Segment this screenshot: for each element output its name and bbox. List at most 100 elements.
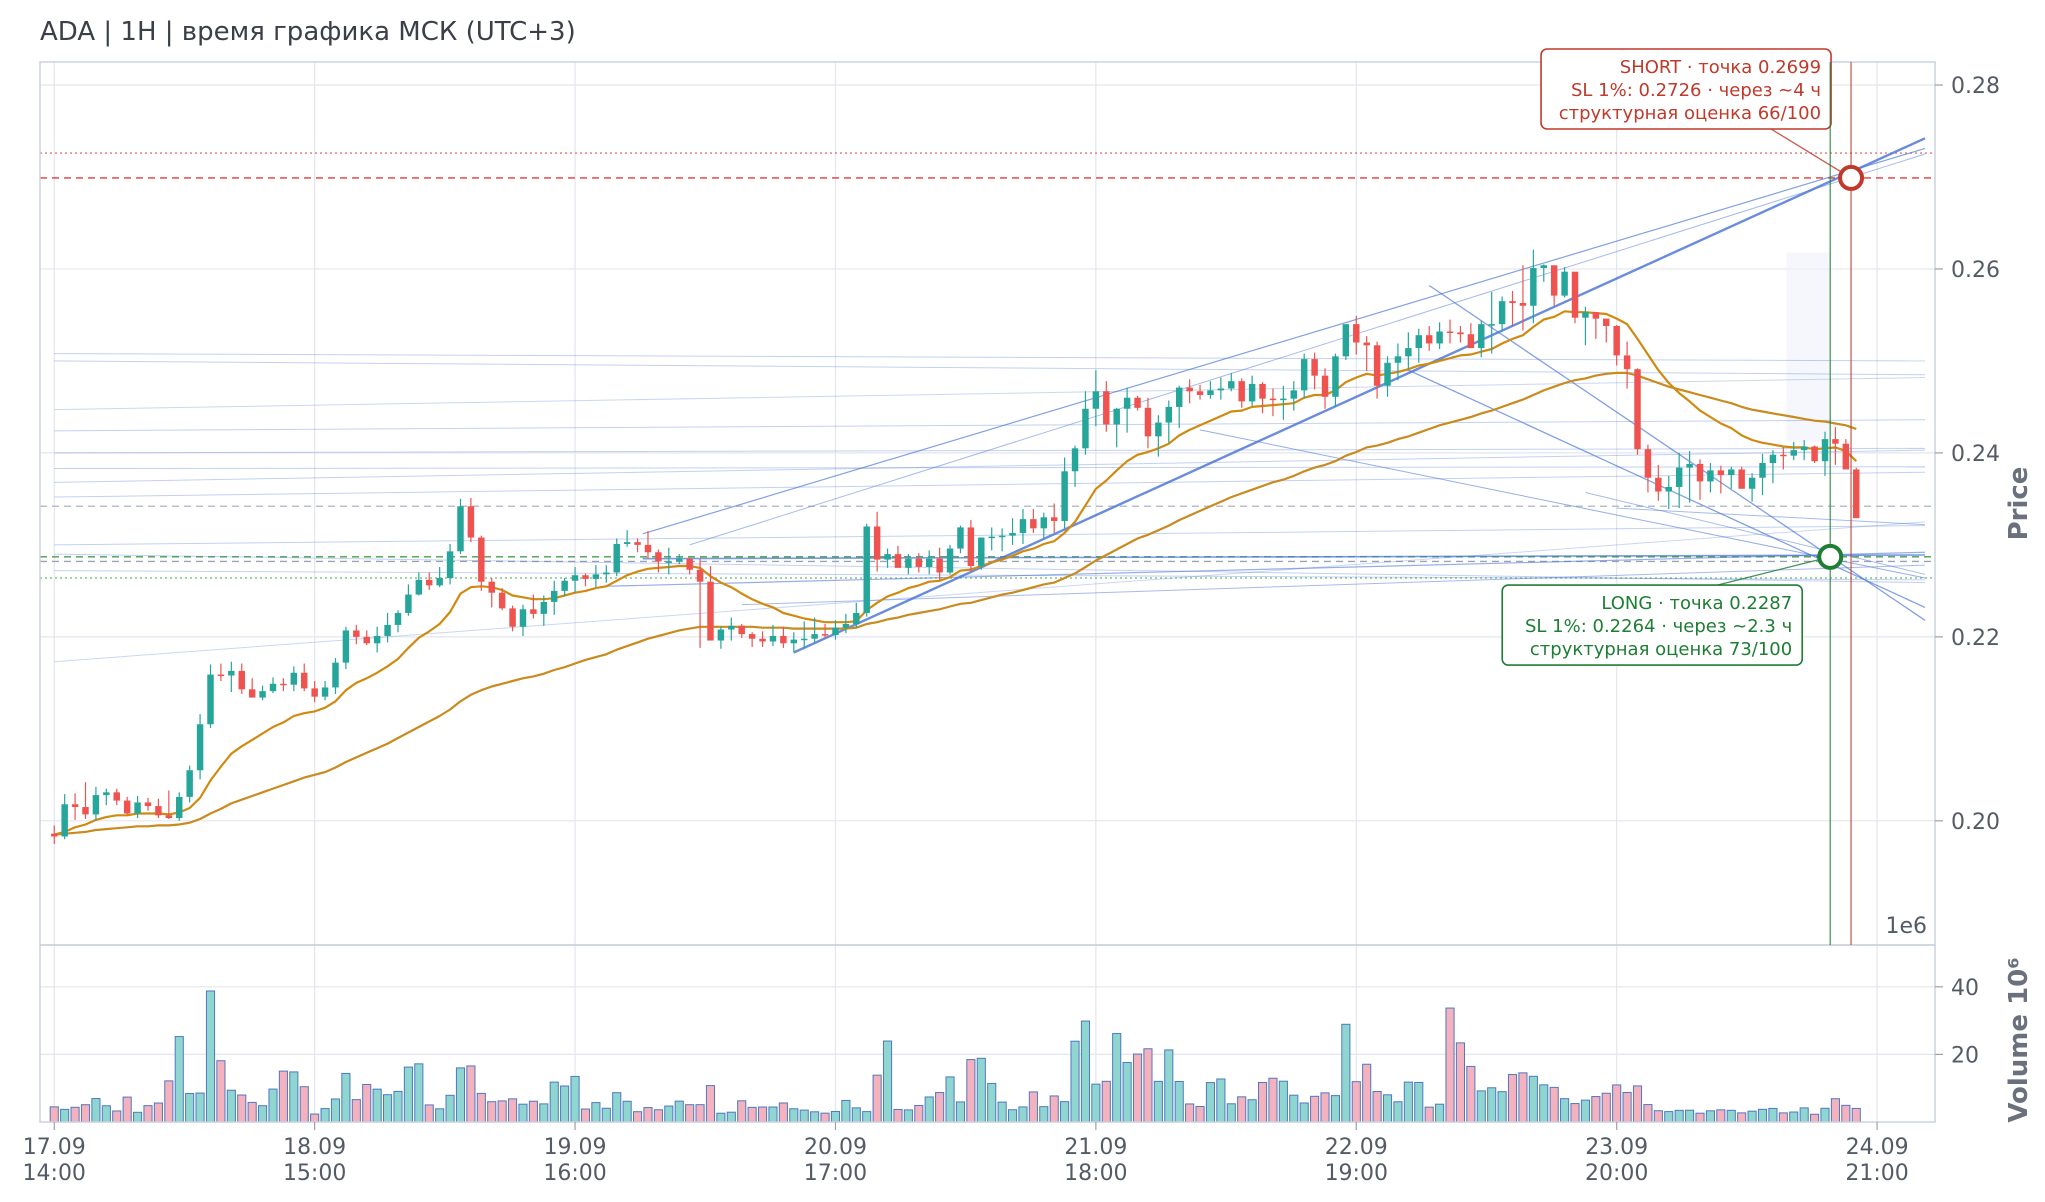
candle-body xyxy=(1217,388,1225,391)
candle xyxy=(853,602,860,628)
candle-body xyxy=(1728,469,1735,475)
candle-body xyxy=(978,537,985,567)
volume-bar xyxy=(1080,1020,1091,1123)
candle-body xyxy=(894,554,902,568)
volume-bar xyxy=(768,1106,778,1123)
volume-bar xyxy=(976,1057,986,1123)
price-axis-label: Price xyxy=(2004,467,2034,541)
candle-body xyxy=(780,635,787,644)
candle-body xyxy=(530,609,537,614)
long-callout-line: LONG · точка 0.2287 xyxy=(1601,593,1792,614)
volume-bar xyxy=(383,1094,393,1123)
candle-body xyxy=(301,672,308,689)
volume-bar xyxy=(258,1105,268,1123)
candle xyxy=(1707,463,1714,493)
volume-bar xyxy=(247,1101,257,1123)
candle-body xyxy=(92,795,100,815)
candle xyxy=(405,584,412,616)
volume-bar xyxy=(330,1098,341,1123)
candle xyxy=(530,594,537,619)
volume-bar xyxy=(1487,1087,1497,1123)
candle-body xyxy=(634,542,641,545)
candle xyxy=(457,498,464,555)
volume-bar xyxy=(299,1086,309,1123)
candle xyxy=(1259,382,1266,414)
candle-body xyxy=(488,581,495,593)
candle xyxy=(228,661,235,693)
candle xyxy=(1498,296,1506,332)
volume-bar xyxy=(164,1080,174,1123)
candle xyxy=(1811,445,1818,464)
candle-body xyxy=(884,554,891,560)
candle-body xyxy=(1071,448,1079,472)
volume-bar xyxy=(674,1100,684,1123)
candle-body xyxy=(176,796,183,819)
candle xyxy=(1717,465,1725,494)
volume-bar xyxy=(1164,1049,1174,1123)
candle xyxy=(936,547,943,580)
candle xyxy=(894,545,902,568)
volume-bar xyxy=(1143,1048,1153,1123)
short-callout-line: структурная оценка 66/100 xyxy=(1559,103,1821,124)
candle xyxy=(1071,445,1079,487)
candle-body xyxy=(603,572,610,575)
candle-body xyxy=(1603,318,1610,326)
candle-body xyxy=(228,670,235,676)
volume-bar xyxy=(1799,1107,1809,1123)
candle-body xyxy=(259,691,266,698)
candle-body xyxy=(842,623,850,628)
volume-bar xyxy=(351,1099,361,1123)
volume-bar xyxy=(101,1105,111,1123)
candle xyxy=(1790,441,1797,461)
trendline xyxy=(1585,491,1926,575)
volume-bar xyxy=(1570,1103,1580,1123)
candle xyxy=(1519,265,1527,331)
candle xyxy=(623,530,631,547)
candle-body xyxy=(1821,439,1829,462)
volume-bar xyxy=(757,1106,768,1123)
candle-body xyxy=(1373,345,1381,386)
candle xyxy=(1280,385,1287,420)
candle-body xyxy=(623,542,631,544)
candle xyxy=(103,788,110,806)
trendline xyxy=(54,376,1926,411)
trendline xyxy=(642,554,1926,560)
trendline xyxy=(1428,284,1926,621)
volume-bar xyxy=(1716,1109,1726,1123)
candle xyxy=(1342,324,1350,361)
candle-body xyxy=(71,804,79,808)
candle xyxy=(1353,315,1360,355)
candle xyxy=(248,678,256,698)
candle-body xyxy=(863,526,870,613)
price-panel-frame xyxy=(39,61,1936,946)
candle-body xyxy=(332,662,339,688)
volume-bar xyxy=(1132,1053,1143,1123)
candle-body xyxy=(467,506,475,538)
candle-body xyxy=(426,579,433,586)
candle-body xyxy=(248,689,256,698)
candle xyxy=(540,595,548,626)
candle xyxy=(71,793,79,820)
volume-bars xyxy=(49,990,1861,1123)
candle-body xyxy=(311,688,318,697)
price-tick-label: 0.24 xyxy=(1951,442,2000,467)
short-callout-line: SL 1%: 0.2726 · через ~4 ч xyxy=(1571,80,1821,101)
candle xyxy=(1415,328,1423,363)
candle-body xyxy=(1800,446,1808,451)
candle-body xyxy=(1165,406,1173,423)
candle xyxy=(811,617,818,643)
candle xyxy=(1759,453,1766,496)
volume-bar xyxy=(341,1072,351,1123)
volume-bar xyxy=(580,1108,591,1123)
candle-body xyxy=(290,672,298,685)
candle-body xyxy=(1644,449,1652,478)
candle xyxy=(155,798,162,819)
time-tick-date: 22.09 xyxy=(1325,1135,1388,1160)
candle xyxy=(1009,518,1016,545)
candle-body xyxy=(1248,383,1256,402)
candle xyxy=(644,531,652,559)
candle-body xyxy=(1457,332,1464,335)
volume-bar xyxy=(1112,1033,1122,1123)
candle xyxy=(863,523,870,617)
candle-body xyxy=(915,558,923,567)
